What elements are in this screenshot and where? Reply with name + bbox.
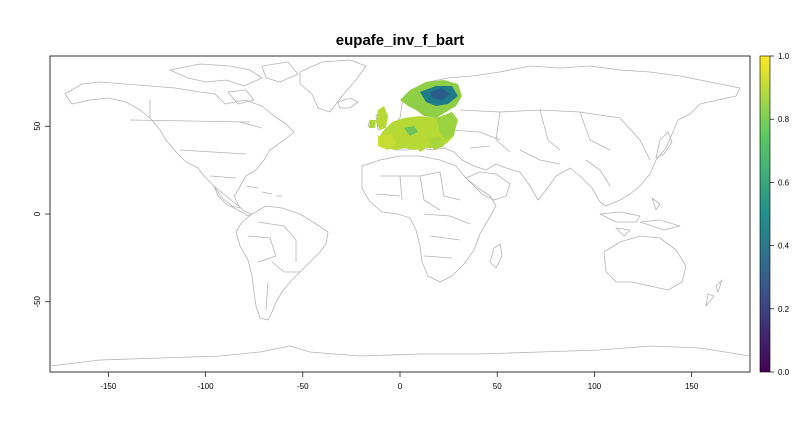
- eurasia-outline: [377, 65, 741, 207]
- raster-alps-detail: [404, 126, 418, 136]
- x-tick-label: 0: [398, 382, 403, 391]
- raster-east-europe: [436, 112, 458, 140]
- australia-outline: [603, 235, 687, 291]
- africa-outline: [361, 155, 497, 283]
- africa-internal-borders: [375, 171, 471, 259]
- raster-scandinavia-darkest: [430, 88, 450, 100]
- y-tick-label: -50: [33, 295, 42, 307]
- colorbar-tick-label: 0.2: [778, 305, 790, 314]
- arctic-islands-outline: [169, 61, 299, 105]
- country-borders: [50, 59, 750, 367]
- raster-italy: [412, 136, 424, 152]
- south-america-outline: [235, 205, 329, 321]
- x-tick-label: -50: [297, 382, 309, 391]
- x-axis: -150 -100 -50 0 50 100 150: [100, 372, 699, 391]
- raster-uk: [376, 106, 388, 130]
- colorbar-tick-label: 0.0: [778, 368, 790, 377]
- se-asia-islands-outline: [599, 197, 681, 237]
- colorbar-tick-label: 1.0: [778, 52, 790, 61]
- europe-raster: [369, 80, 462, 152]
- y-tick-label: 0: [33, 211, 42, 216]
- central-america-outline: [213, 185, 253, 217]
- x-tick-label: -100: [198, 382, 215, 391]
- na-internal-borders: [129, 100, 263, 179]
- antarctica-outline: [50, 345, 750, 367]
- x-tick-label: -150: [100, 382, 117, 391]
- x-tick-label: 50: [493, 382, 502, 391]
- x-tick-label: 100: [588, 382, 602, 391]
- sa-internal-borders: [247, 221, 300, 311]
- japan-outline: [655, 131, 673, 159]
- arabia-outline: [465, 171, 511, 201]
- colorbar-tick-label: 0.6: [778, 178, 790, 187]
- madagascar-outline: [489, 243, 503, 269]
- map-title: eupafe_inv_f_bart: [335, 32, 465, 49]
- new-zealand-outline: [705, 279, 723, 307]
- x-tick-label: 150: [685, 382, 699, 391]
- plot-frame: [49, 55, 751, 373]
- y-axis: -50 0 50: [33, 121, 50, 308]
- greenland-outline: [299, 59, 367, 113]
- colorbar-tick-label: 0.4: [778, 242, 790, 251]
- caribbean-outline: [245, 185, 282, 197]
- raster-iberia-detail: [378, 134, 396, 150]
- colorbar-tick-label: 0.8: [778, 115, 790, 124]
- y-tick-label: 50: [33, 121, 42, 130]
- colorbar: [759, 55, 771, 373]
- colorbar-ticks: 0.0 0.2 0.4 0.6 0.8 1.0: [770, 52, 790, 377]
- raster-balkans: [428, 136, 444, 150]
- raster-ireland: [369, 120, 376, 128]
- iceland-outline: [337, 97, 359, 109]
